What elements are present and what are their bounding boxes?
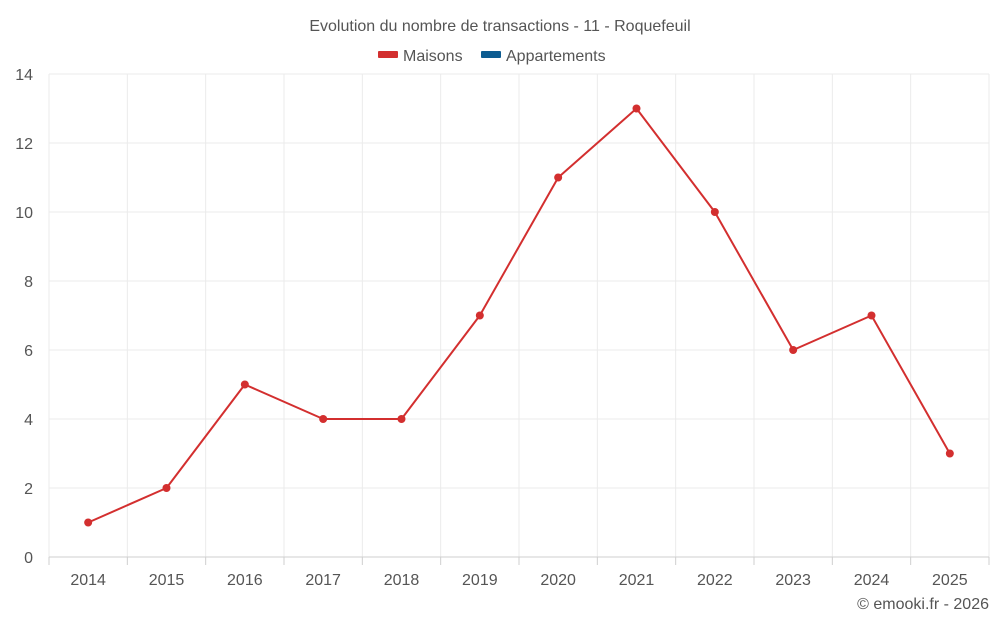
data-point-maisons-2025[interactable] <box>945 449 954 458</box>
legend: Maisons Appartements <box>378 48 606 65</box>
x-tick-label-2015: 2015 <box>149 572 185 589</box>
grid <box>48 73 990 565</box>
x-tick-label-2021: 2021 <box>619 572 655 589</box>
x-tick-label-2023: 2023 <box>775 572 811 589</box>
data-point-maisons-2016[interactable] <box>240 380 249 389</box>
y-tick-label-12: 12 <box>15 136 33 153</box>
x-tick-label-2024: 2024 <box>854 572 890 589</box>
chart-title: Evolution du nombre de transactions - 11… <box>309 18 690 35</box>
legend-label-maisons: Maisons <box>403 48 463 65</box>
x-tick-label-2014: 2014 <box>70 572 106 589</box>
x-tick-label-2022: 2022 <box>697 572 733 589</box>
legend-swatch-appartements <box>481 51 501 58</box>
y-tick-label-14: 14 <box>15 67 33 84</box>
x-axis-ticks: 2014 2015 2016 2017 2018 2019 2020 2021 2022 2023… <box>70 572 967 589</box>
data-point-maisons-2018[interactable] <box>397 415 406 423</box>
series-layer <box>84 104 954 527</box>
data-point-maisons-2020[interactable] <box>554 173 563 182</box>
y-axis-ticks: 0 2 4 6 8 10 12 14 <box>15 67 33 567</box>
data-point-maisons-2019[interactable] <box>475 311 484 320</box>
x-tick-label-2017: 2017 <box>305 572 341 589</box>
x-tick-label-2019: 2019 <box>462 572 498 589</box>
data-point-maisons-2024[interactable] <box>867 311 876 320</box>
y-tick-label-6: 6 <box>24 343 33 360</box>
y-tick-label-0: 0 <box>24 550 33 567</box>
x-tick-label-2020: 2020 <box>540 572 576 589</box>
y-tick-label-4: 4 <box>24 412 33 429</box>
y-tick-label-8: 8 <box>24 274 33 291</box>
data-point-maisons-2014[interactable] <box>84 518 93 527</box>
y-tick-label-10: 10 <box>15 205 33 222</box>
legend-swatch-maisons <box>378 51 398 58</box>
y-tick-label-2: 2 <box>24 481 33 498</box>
legend-item-maisons[interactable]: Maisons <box>378 48 463 65</box>
legend-label-appartements: Appartements <box>506 48 606 65</box>
legend-item-appartements[interactable]: Appartements <box>481 48 606 65</box>
data-point-maisons-2021[interactable] <box>632 104 641 113</box>
x-tick-label-2016: 2016 <box>227 572 263 589</box>
x-tick-label-2018: 2018 <box>384 572 420 589</box>
data-point-maisons-2023[interactable] <box>789 346 798 354</box>
x-tick-label-2025: 2025 <box>932 572 968 589</box>
data-point-maisons-2017[interactable] <box>319 415 328 423</box>
data-point-maisons-2015[interactable] <box>162 484 171 492</box>
series-line-maisons <box>87 107 951 524</box>
data-point-maisons-2022[interactable] <box>710 208 719 216</box>
credit-text: © emooki.fr - 2026 <box>857 596 989 613</box>
